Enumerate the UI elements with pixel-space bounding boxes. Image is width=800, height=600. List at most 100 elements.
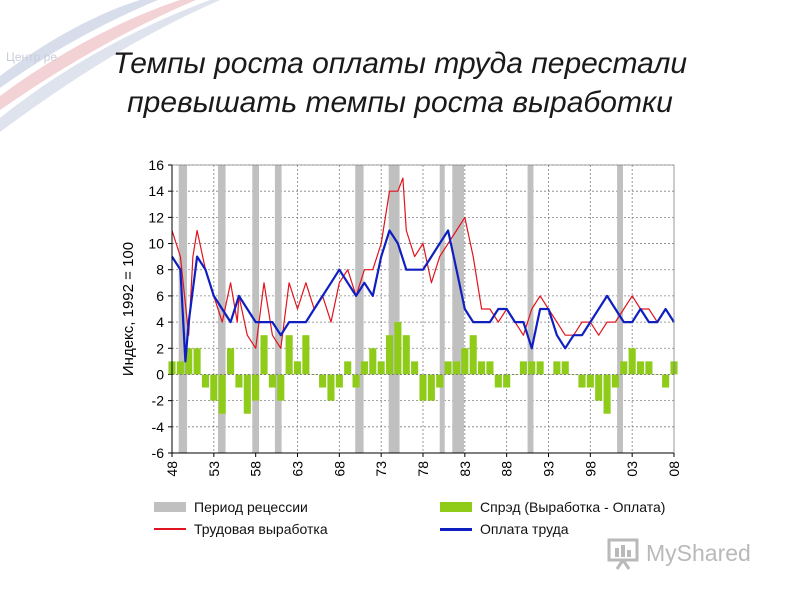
spread-bar <box>335 374 343 388</box>
recession-band <box>274 165 282 453</box>
spread-bar <box>419 374 427 401</box>
spread-bar <box>218 374 226 414</box>
corner-label: Центр ре <box>6 50 58 64</box>
spread-bar <box>268 374 276 388</box>
legend-label-wages: Оплата труда <box>480 521 569 537</box>
spread-bar <box>360 361 368 375</box>
watermark-text: MyShared <box>646 539 751 566</box>
x-tick-label: 98 <box>582 461 598 477</box>
x-tick-label: 68 <box>331 461 347 477</box>
y-tick-label: -6 <box>152 445 165 461</box>
y-tick-label: 6 <box>156 288 164 304</box>
recession-band <box>439 165 445 453</box>
spread-bar <box>620 361 628 375</box>
y-tick-label: 4 <box>156 314 164 330</box>
spread-bar <box>536 361 544 375</box>
y-tick-label: 12 <box>148 209 164 225</box>
watermark: MyShared <box>606 536 751 570</box>
y-tick-label: -2 <box>152 393 165 409</box>
spread-bar <box>293 361 302 375</box>
spread-bar <box>402 335 410 375</box>
spread-bar <box>252 374 260 401</box>
spread-bar <box>427 374 435 401</box>
spread-bar <box>611 374 619 388</box>
spread-bar <box>185 348 193 375</box>
spread-bar <box>603 374 611 414</box>
spread-bar <box>528 361 536 375</box>
spread-bar <box>310 374 318 375</box>
spread-bar <box>519 361 527 375</box>
spread-bar <box>469 335 477 375</box>
x-tick-label: 73 <box>373 461 389 477</box>
y-tick-label: 14 <box>148 183 164 199</box>
x-tick-label: 48 <box>164 461 180 477</box>
x-tick-label: 58 <box>248 461 264 477</box>
x-tick-label: 78 <box>415 461 431 477</box>
series-line-productivity <box>171 177 675 349</box>
recession-band <box>527 165 534 453</box>
spread-bar <box>636 361 645 375</box>
legend-swatch-productivity <box>154 528 186 530</box>
spread-bar <box>201 374 210 388</box>
legend-label-recession: Период рецессии <box>194 499 308 515</box>
spread-bar <box>369 348 377 375</box>
x-tick-label: 03 <box>624 461 640 477</box>
x-tick-label: 63 <box>290 461 306 477</box>
spread-bar <box>628 348 636 375</box>
spread-bar <box>595 374 603 401</box>
legend-item-productivity: Трудовая выработка <box>154 521 328 537</box>
legend-label-productivity: Трудовая выработка <box>194 521 328 537</box>
spread-bar <box>645 361 653 375</box>
spread-bar <box>285 335 293 375</box>
spread-bar <box>662 374 670 388</box>
y-axis-label: Индекс, 1992 = 100 <box>120 242 137 376</box>
y-tick-label: 10 <box>148 236 164 252</box>
spread-bar <box>503 374 511 388</box>
spread-bar <box>444 361 452 375</box>
series-line-wages <box>171 229 675 363</box>
spread-bar <box>176 361 184 375</box>
spread-bar <box>511 374 519 375</box>
legend-swatch-wages <box>440 527 472 531</box>
legend-item-recession: Период рецессии <box>154 499 308 515</box>
y-tick-label: -4 <box>152 419 165 435</box>
slide-title-line-2: превышать темпы роста выработки <box>127 86 673 119</box>
spread-bar <box>486 361 494 375</box>
legend-swatch-spread <box>440 502 472 512</box>
spread-bar <box>494 374 502 388</box>
recession-band <box>388 165 400 453</box>
spread-bar <box>478 361 486 375</box>
recession-band <box>452 165 464 453</box>
spread-bar <box>302 335 310 375</box>
legend-item-spread: Спрэд (Выработка - Оплата) <box>440 499 665 515</box>
spread-bar <box>235 374 243 388</box>
recession-band <box>355 165 364 453</box>
slide-title: Темпы роста оплаты труда перестали превы… <box>30 44 770 122</box>
presentation-icon <box>607 538 639 570</box>
spread-bar <box>277 374 285 401</box>
spread-bar <box>385 335 394 375</box>
y-tick-label: 8 <box>156 262 164 278</box>
spread-bar <box>394 322 402 375</box>
x-tick-label: 83 <box>457 461 473 477</box>
spread-bar <box>452 361 461 375</box>
spread-bar <box>243 374 251 414</box>
spread-bar <box>352 374 360 388</box>
spread-bar <box>586 374 594 388</box>
spread-bar <box>327 374 335 401</box>
x-tick-label: 93 <box>541 461 557 477</box>
x-tick-label: 88 <box>499 461 515 477</box>
legend: Период рецессии Спрэд (Выработка - Оплат… <box>154 499 714 545</box>
y-tick-label: 16 <box>148 157 164 173</box>
spread-bar <box>193 348 201 375</box>
recession-band <box>252 165 260 453</box>
x-tick-label: 08 <box>666 461 682 477</box>
spread-bar <box>578 374 586 388</box>
slide-title-line-1: Темпы роста оплаты труда перестали <box>112 47 688 80</box>
spread-bar <box>436 374 444 388</box>
recession-band <box>617 165 623 453</box>
legend-swatch-recession <box>154 502 186 512</box>
y-tick-label: 2 <box>156 340 164 356</box>
